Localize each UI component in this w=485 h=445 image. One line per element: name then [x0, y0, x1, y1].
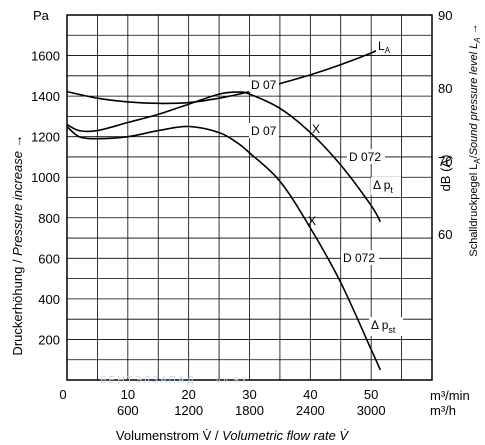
- x-axis-tick-label-m3min: 30: [242, 387, 256, 402]
- right-axis-tick-label: 60: [438, 227, 452, 242]
- left-axis-tick-label: 800: [38, 211, 60, 226]
- label-delta-pst-main: Δ p: [371, 318, 389, 332]
- x-axis-zero: 0: [59, 387, 66, 402]
- right-axis-unit: dB (A): [438, 155, 453, 192]
- left-axis-tick-label: 400: [38, 292, 60, 307]
- left-axis-unit: Pa: [33, 8, 50, 23]
- watermark-suffix: VV.BY: [216, 376, 249, 385]
- series-line-d07: [66, 91, 382, 223]
- x-axis-unit-m3h: m³/h: [430, 403, 456, 418]
- watermark: ВЕНТЭЛЗАПАД VV.BY: [100, 375, 249, 386]
- x-axis-tick-label-m3min: 50: [364, 387, 378, 402]
- series-line-la: [66, 46, 384, 105]
- left-axis-tick-label: 200: [38, 332, 60, 347]
- x-axis-tick-label-m3min: 10: [121, 387, 135, 402]
- label-delta-pt-main: Δ p: [373, 178, 391, 192]
- left-axis-tick-label: 1200: [31, 130, 60, 145]
- right-axis-title-arrow: →: [468, 23, 480, 37]
- label-d072-upper: D 072: [349, 150, 381, 164]
- left-axis-title-de: Druckerhöhung: [10, 267, 25, 356]
- label-delta-pst: Δ pst: [371, 318, 396, 335]
- label-bg-d072-upper: [347, 149, 385, 164]
- label-delta-pst-sub: st: [388, 325, 396, 335]
- label-delta-pt-sub: t: [390, 185, 393, 195]
- chart-curves: [66, 46, 384, 371]
- label-bg-delta-pst: [369, 317, 403, 336]
- label-bg-delta-pt: [371, 177, 401, 195]
- x-axis-unit-m3min: m³/min: [430, 388, 470, 403]
- label-bg-la: [376, 38, 392, 53]
- x-axis-tick-label-m3min: 20: [181, 387, 195, 402]
- left-axis-title: Druckerhöhung / Pressure increase →: [10, 134, 25, 355]
- right-axis-title-sub1: A: [473, 158, 482, 164]
- x-axis-tick-label-m3h: 1200: [174, 403, 203, 418]
- label-d07-lower: D 07: [251, 124, 277, 138]
- left-axis-tick-label: 600: [38, 251, 60, 266]
- left-axis-tick-label: 1600: [31, 49, 60, 64]
- right-axis-title-de: Schalldruckpegel L: [468, 164, 480, 257]
- left-axis-tick-label: 1000: [31, 170, 60, 185]
- label-bg-d07-lower: [249, 123, 279, 138]
- right-axis-tick-label: 90: [438, 8, 452, 23]
- right-axis-tick-label: 70: [438, 154, 452, 169]
- label-la-sub: A: [385, 46, 391, 55]
- left-axis-tick-label: 1400: [31, 89, 60, 104]
- label-bg-d072-lower: [341, 250, 379, 265]
- x-axis-title-en: Volumetric flow rate V̇: [222, 428, 349, 443]
- label-d07-upper: D 07: [251, 78, 277, 92]
- x-axis-tick-label-m3h: 2400: [296, 403, 325, 418]
- right-axis-title-en: Sound pressure level L: [468, 43, 480, 156]
- x-axis-title-de: Volumenstrom V̇ /: [116, 428, 222, 443]
- x-axis-tick-label-m3h: 3000: [357, 403, 386, 418]
- label-la: LA: [378, 39, 391, 55]
- plot-area-frame: [66, 14, 433, 381]
- right-axis-title: Schalldruckpegel LA/Sound pressure level…: [468, 23, 482, 256]
- right-axis-tick-label: 80: [438, 81, 452, 96]
- x-axis-tick-label-m3min: 40: [303, 387, 317, 402]
- curve-labels: LA D 07 D 07 D 072 D 072 Δ pt Δ pst X X: [249, 38, 403, 336]
- label-delta-pt: Δ pt: [373, 178, 393, 195]
- label-d072-lower: D 072: [343, 251, 375, 265]
- series-line-d072: [66, 125, 382, 371]
- label-bg-d07-upper: [249, 77, 279, 92]
- left-axis-title-sep: /: [10, 256, 25, 267]
- watermark-text: ВЕНТЭЛЗАПАД: [100, 375, 196, 386]
- label-la-main: L: [378, 39, 385, 53]
- right-axis-title-sep: /: [468, 154, 480, 158]
- operating-point-marker-lower: X: [308, 214, 316, 228]
- x-axis-title: Volumenstrom V̇ / Volumetric flow rate V…: [116, 428, 349, 443]
- right-axis-title-sub2: A: [473, 37, 482, 43]
- x-axis-tick-label-m3h: 600: [117, 403, 139, 418]
- x-axis-tick-label-m3h: 1800: [235, 403, 264, 418]
- left-axis-title-en: Pressure increase →: [10, 134, 25, 255]
- operating-point-marker-upper: X: [312, 122, 320, 136]
